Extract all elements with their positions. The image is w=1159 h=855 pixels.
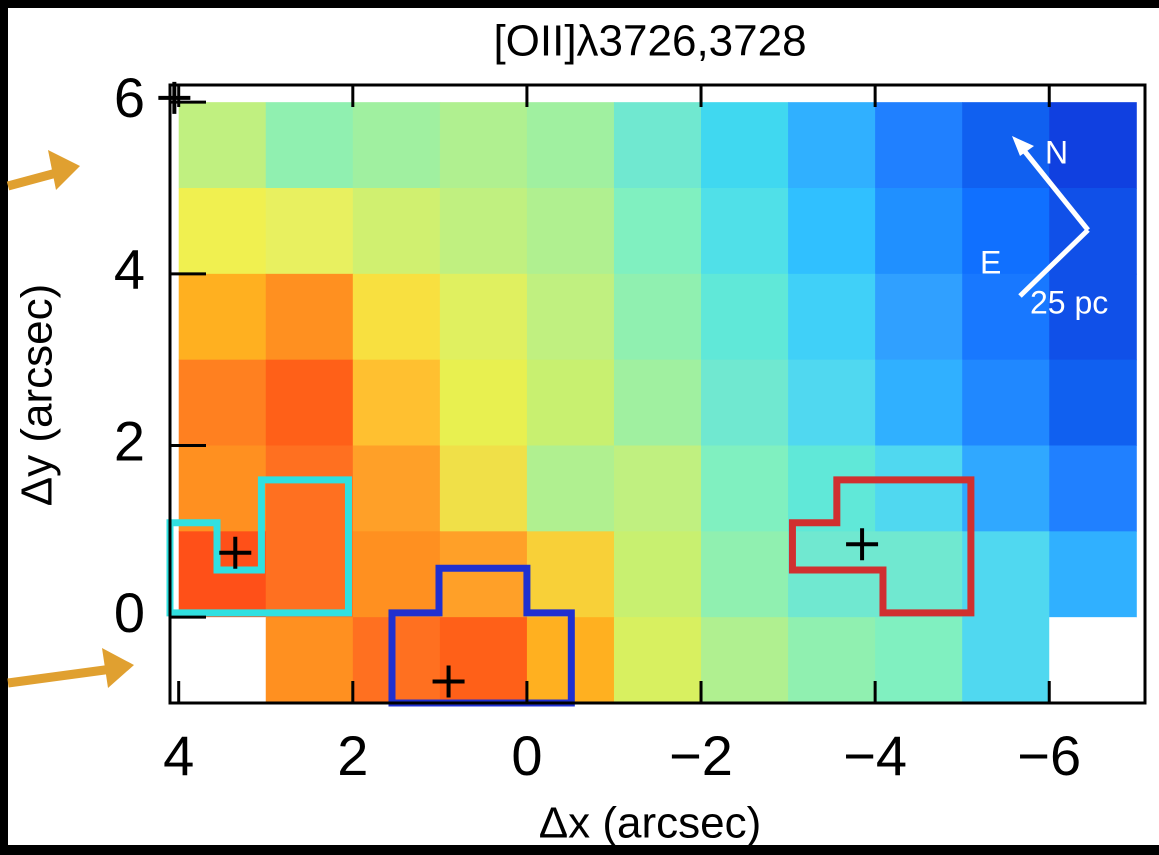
heatmap-cell xyxy=(962,188,1050,274)
heatmap-cell xyxy=(527,102,615,188)
heatmap-cell xyxy=(179,188,267,274)
heatmap-cell xyxy=(266,446,354,532)
x-tick-label: 2 xyxy=(337,724,368,787)
heatmap-cell xyxy=(614,360,702,446)
heatmap-cell xyxy=(701,531,789,617)
heatmap-cell xyxy=(701,360,789,446)
heatmap-cell xyxy=(962,617,1050,703)
x-tick-label: 4 xyxy=(163,724,194,787)
heatmap-cell xyxy=(788,617,876,703)
chart-title: [OII]λ3726,3728 xyxy=(493,17,806,66)
heatmap-cell xyxy=(266,617,354,703)
heatmap-cell xyxy=(527,360,615,446)
heatmap-cell xyxy=(440,102,528,188)
heatmap-cell xyxy=(875,617,963,703)
heatmap-cell xyxy=(527,188,615,274)
heatmap-cell xyxy=(179,531,267,617)
heatmap-cell xyxy=(875,531,963,617)
heatmap-cell xyxy=(962,102,1050,188)
heatmap-cell xyxy=(527,274,615,360)
heatmap-cell xyxy=(788,274,876,360)
heatmap-cell xyxy=(440,188,528,274)
heatmap-cell xyxy=(962,531,1050,617)
x-tick-label: −2 xyxy=(669,724,733,787)
heatmap-cell xyxy=(353,617,441,703)
y-axis-label: Δy (arcsec) xyxy=(13,284,62,507)
page: 4 2 0 −2 −4 −6 0 2 4 6 [OII]λ3726,3728 Δx (arcsec… xyxy=(0,0,1159,855)
heatmap-cell xyxy=(353,531,441,617)
heatmap-cell xyxy=(1049,360,1137,446)
heatmap-cell xyxy=(962,360,1050,446)
heatmap-cell xyxy=(353,188,441,274)
x-tick-label: −4 xyxy=(843,724,907,787)
heatmap-cell xyxy=(266,360,354,446)
heatmap-cell xyxy=(701,446,789,532)
heatmap-cell xyxy=(614,102,702,188)
heatmap-cell xyxy=(440,617,528,703)
heatmap-cell xyxy=(875,446,963,532)
x-tick-label: −6 xyxy=(1017,724,1081,787)
chart: 4 2 0 −2 −4 −6 0 2 4 6 [OII]λ3726,3728 Δx (arcsec… xyxy=(0,0,1159,850)
heatmap-cell xyxy=(440,274,528,360)
compass-scale-label: 25 pc xyxy=(1030,284,1108,320)
heatmap-cell xyxy=(440,446,528,532)
heatmap-cell xyxy=(1049,617,1137,703)
heatmap-cell xyxy=(527,446,615,532)
heatmap-cell xyxy=(614,531,702,617)
heatmap-cell xyxy=(353,360,441,446)
heatmap-cell xyxy=(353,274,441,360)
heatmap-cell xyxy=(179,446,267,532)
compass-east-label: E xyxy=(980,244,1001,280)
heatmap-cell xyxy=(788,360,876,446)
heatmap-cell xyxy=(614,617,702,703)
heatmap-cell xyxy=(788,102,876,188)
heatmap-cell xyxy=(353,102,441,188)
heatmap-cell xyxy=(1049,531,1137,617)
heatmap-cell xyxy=(875,102,963,188)
heatmap-cell xyxy=(1049,446,1137,532)
heatmap-cell xyxy=(440,360,528,446)
heatmap-cell xyxy=(701,102,789,188)
heatmap-cell xyxy=(440,531,528,617)
heatmap-cell xyxy=(614,446,702,532)
heatmap-cell xyxy=(179,102,267,188)
heatmap-cell xyxy=(179,617,267,703)
heatmap-cell xyxy=(179,360,267,446)
heatmap-cell xyxy=(701,274,789,360)
x-axis-label: Δx (arcsec) xyxy=(539,799,762,848)
heatmap-cell xyxy=(701,617,789,703)
heatmap-cell xyxy=(788,188,876,274)
y-tick-label: 0 xyxy=(114,581,145,644)
heatmap-cell xyxy=(179,274,267,360)
heatmap-cell xyxy=(266,188,354,274)
heatmap-cell xyxy=(962,446,1050,532)
heatmap-cell xyxy=(788,446,876,532)
compass-north-label: N xyxy=(1045,134,1068,170)
heatmap-cell xyxy=(614,188,702,274)
heatmap-cell xyxy=(266,102,354,188)
heatmap-cell xyxy=(614,274,702,360)
y-tick-label: 4 xyxy=(114,238,145,301)
heatmap-cell xyxy=(875,360,963,446)
heatmap-cell xyxy=(875,188,963,274)
heatmap-cell xyxy=(701,188,789,274)
heatmap-cell xyxy=(353,446,441,532)
y-tick-label: 6 xyxy=(114,66,145,129)
heatmap-cell xyxy=(875,274,963,360)
heatmap-cell xyxy=(266,274,354,360)
y-tick-label: 2 xyxy=(114,409,145,472)
heatmap-cell xyxy=(266,531,354,617)
heatmap-cell xyxy=(527,531,615,617)
x-tick-label: 0 xyxy=(511,724,542,787)
